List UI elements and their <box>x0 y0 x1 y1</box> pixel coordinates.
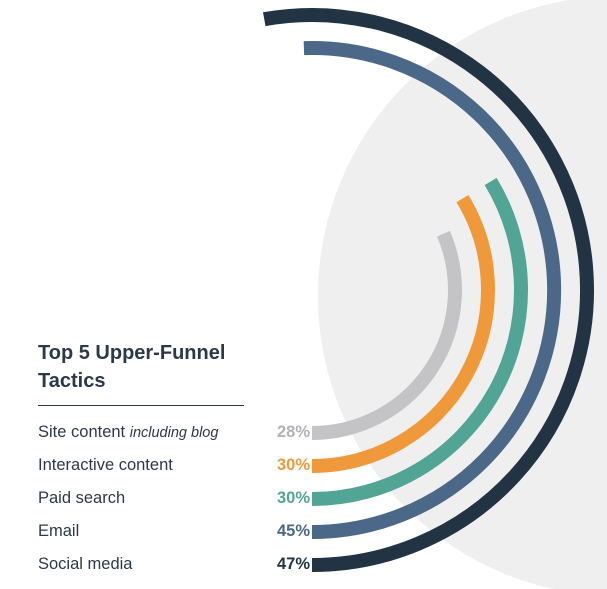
category-label-site-content: Site content including blog <box>38 423 218 442</box>
category-note: including blog <box>129 425 219 441</box>
category-label-email: Email <box>38 522 80 540</box>
value-label-social-media: 47% <box>276 555 310 573</box>
value-label-site-content: 28% <box>276 423 310 441</box>
category-label-interactive-content: Interactive content <box>38 456 173 474</box>
arc-social-media <box>263 8 594 572</box>
title-divider <box>38 405 244 406</box>
value-label-paid-search: 30% <box>276 489 310 507</box>
arc-email <box>303 41 562 539</box>
category-label-paid-search: Paid search <box>38 489 126 507</box>
category-label-social-media: Social media <box>38 555 133 573</box>
chart-title: Top 5 Upper-Funnel Tactics <box>38 342 226 392</box>
arc-site-content <box>311 230 462 440</box>
category-name: Site content <box>38 423 126 441</box>
arc-paid-search <box>311 177 528 506</box>
value-label-email: 45% <box>276 522 310 540</box>
value-label-interactive-content: 30% <box>276 456 310 474</box>
arc-interactive-content <box>311 195 495 473</box>
background-shape <box>318 0 607 589</box>
